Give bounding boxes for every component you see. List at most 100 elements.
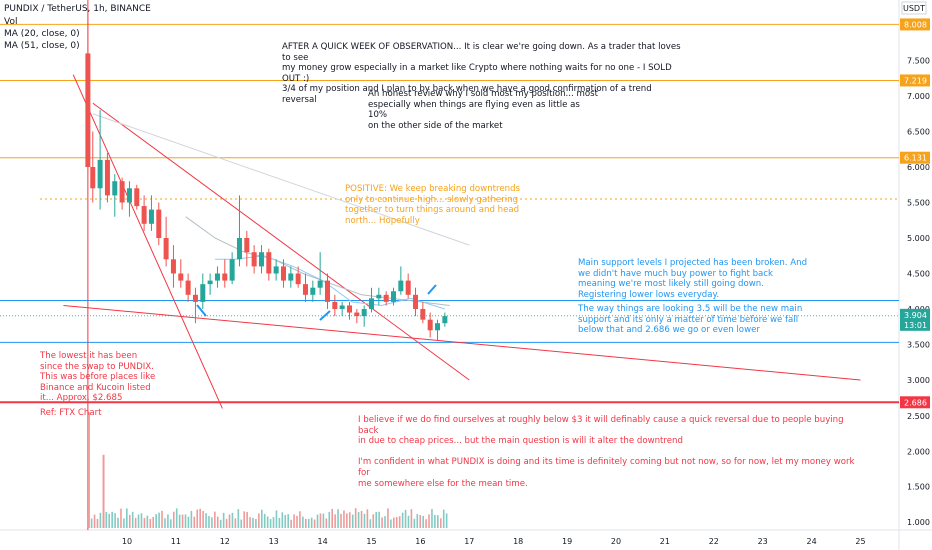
ma51-legend[interactable]: MA (51, close, 0) [4,41,80,51]
level-tag-text: 8.008 [904,20,927,29]
volume-bar [302,516,304,528]
candle-body [361,309,367,317]
time-tick-label: 25 [855,537,865,546]
volume-bar [190,510,193,528]
faint-trend-line [92,113,470,246]
price-tick-label: 7.500 [907,57,930,66]
volume-bar [258,513,260,528]
volume-bar [316,514,319,528]
volume-bar [337,509,339,528]
volume-bar [187,516,190,528]
volume-tick-label: 2.500 [907,412,930,421]
volume-bar [422,515,424,528]
volume-bar [134,517,137,528]
price-tick-label: 3.000 [907,376,930,385]
volume-bar [170,519,172,528]
volume-bar [419,515,422,528]
volume-bar [307,518,310,528]
time-tick-label: 17 [464,537,474,546]
volume-bar [413,518,416,528]
candle-body [376,294,382,299]
volume-bar [434,515,436,528]
volume-bar [322,513,325,528]
volume-spike-0 [87,412,90,528]
level-tag-text: 2.686 [904,398,927,407]
volume-bar [375,511,378,528]
volume-tick-label: 2.000 [907,447,930,456]
volume-bar [131,511,134,528]
volume-bar [152,517,155,528]
price-tick-label: 3.500 [907,341,930,350]
candle-body [280,266,286,281]
candle-body [391,291,397,302]
time-tick-label: 22 [709,537,719,546]
candle-body [156,209,162,238]
volume-bar [240,519,243,528]
price-tick-label: 7.000 [907,92,930,101]
candle-body [200,284,206,302]
symbol-title[interactable]: PUNDIX / TetherUS, 1h, BINANCE [4,4,151,14]
time-tick-label: 10 [122,537,132,546]
volume-bar [393,517,395,528]
price-axis: 7.5007.0006.5006.0005.5005.0004.5004.000… [907,57,930,386]
volume-bar [137,514,140,528]
candle-body [369,298,374,309]
volume-bar [255,518,257,528]
volume-bar [184,514,187,528]
volume-bar [99,512,102,528]
candle-body [346,305,352,313]
price-tick-label: 4.500 [907,270,930,279]
candle-body [126,188,132,203]
volume-bar [340,513,342,528]
volume-bar [96,518,99,528]
volume-bar [296,515,298,528]
volume-bar [246,511,248,528]
candle-body [236,238,242,260]
candle-body [85,53,91,167]
candle-body [112,181,118,196]
volume-bar [425,519,427,528]
volume-bar [346,513,348,528]
volume-bar [222,512,225,528]
time-axis: 10 11 12 13 14 15 16 17 18 19 20 21 22 23 24 25 [122,537,866,546]
candle-body [435,323,441,331]
volume-bar [146,515,149,528]
candle-body [97,159,103,189]
volume-bar [205,513,207,528]
volume-bar [281,512,284,528]
volume-bar [293,514,295,528]
candle-body [295,273,301,285]
blue-arrow-2 [427,284,437,295]
candle-body [163,238,169,260]
candle-body [420,309,426,320]
volume-bar [381,517,383,528]
blue-arrow-0 [196,304,207,317]
volume-bar [343,510,345,528]
candle-body [258,252,264,267]
ma-line-1 [185,216,450,306]
ma20-legend[interactable]: MA (20, close, 0) [4,29,80,39]
candle-body [192,294,198,302]
note-believe: I believe if we do find ourselves at rou… [358,415,855,489]
volume-bar [410,509,413,528]
candle-body [383,294,389,302]
volume-bar [117,517,119,528]
volume-bar [395,517,398,528]
volume-bar [93,514,96,528]
volume-bar [234,518,237,528]
volume-legend[interactable]: Vol [4,17,18,27]
volume-bar [398,516,401,528]
level-tag-3 [900,396,930,409]
volume-bar [404,509,407,528]
price-tick-label: 5.500 [907,199,930,208]
volume-bar [407,515,410,528]
note-sold-out: AFTER A QUICK WEEK OF OBSERVATION... It … [282,42,681,105]
volume-bar [178,514,181,528]
level-tag-text: 6.131 [904,154,927,163]
candle-body [339,305,345,309]
volume-bar [105,511,108,528]
volume-bar [328,511,331,528]
candle-body [141,206,147,224]
volume-bar [161,510,163,528]
